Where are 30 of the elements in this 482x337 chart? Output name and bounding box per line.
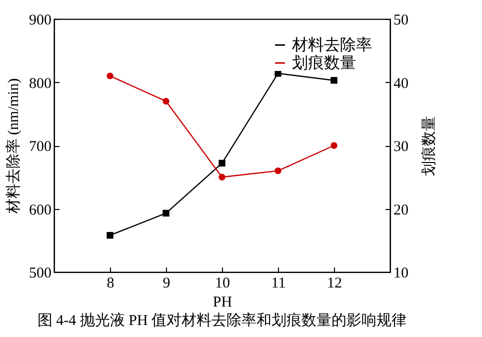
y2-axis-title: 划痕数量 [420, 116, 438, 176]
x-tick-label: 11 [271, 276, 286, 292]
point [218, 160, 226, 167]
x-tick-label: 12 [327, 276, 342, 292]
caption: 图 4-4 抛光液 PH 值对材料去除率和划痕数量的影响规律 [37, 312, 407, 329]
y-tick-label: 900 [29, 12, 52, 28]
point [218, 174, 226, 180]
y2-tick-label: 50 [394, 12, 408, 28]
y-tick-label: 500 [29, 266, 52, 282]
point [162, 98, 170, 105]
y2-tick-label: 30 [394, 139, 408, 155]
y-axis-title: 材料去除率 (nm/min) [5, 78, 22, 215]
y-tick-label: 600 [29, 202, 52, 218]
legend-label: 划痕数量 [292, 54, 356, 72]
point [106, 232, 114, 239]
legend-label: 材料去除率 [291, 36, 372, 54]
y2-tick-label: 10 [394, 266, 408, 282]
y-tick-label: 800 [29, 76, 52, 92]
x-axis-title: PH [212, 294, 232, 310]
point [162, 210, 170, 217]
x-tick-label: 9 [162, 276, 170, 292]
point [106, 72, 114, 80]
x-tick-label: 8 [106, 276, 114, 292]
y2-tick-label: 20 [394, 202, 408, 218]
x-tick-label: 10 [215, 276, 230, 292]
point [330, 77, 338, 84]
y-tick-label: 700 [29, 139, 52, 155]
y2-tick-label: 40 [394, 76, 408, 92]
point [274, 167, 282, 174]
point [330, 142, 338, 149]
